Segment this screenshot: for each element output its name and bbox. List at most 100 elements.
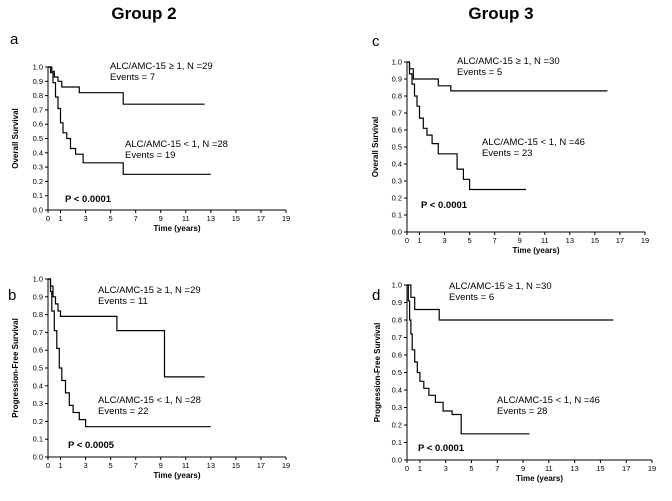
panel-c-x-tick-label: 3: [442, 236, 446, 245]
panel-b-y-label: Progression-Free Survival: [11, 318, 20, 418]
panel-d-series-1-curve: [407, 284, 614, 321]
panel-a-y-tick-label: 0.2: [33, 177, 43, 186]
panel-c-x-tick-label: 7: [493, 236, 497, 245]
panel-c-x-tick-label: 9: [518, 236, 522, 245]
panel-d-x-tick-label: 19: [648, 464, 656, 473]
panel-d-y-tick-label: 0.9: [392, 298, 402, 307]
panel-c-series-1-label: ALC/AMC-15 ≥ 1, N =30: [457, 56, 560, 67]
panel-c-y-label: Overall Survival: [371, 117, 380, 177]
panel-a-series-1-events: Events = 7: [110, 72, 155, 83]
panel-a-x-tick-label: 0: [46, 214, 50, 223]
panel-d-x-tick-label: 7: [495, 464, 499, 473]
panel-a-series-2-events: Events = 19: [125, 150, 175, 161]
panel-a-x-tick-label: 7: [134, 214, 138, 223]
panel-d-y-tick-label: 0.4: [392, 386, 402, 395]
panel-d-x-tick-label: 13: [570, 464, 578, 473]
panel-a-y-tick-label: 0.4: [33, 148, 43, 157]
panel-a-y-tick-label: 0.5: [33, 134, 43, 143]
panel-b-y-tick-label: 0.9: [33, 292, 43, 301]
panel-b-y-tick-label: 0.5: [33, 364, 43, 373]
panel-d-y-label: Progression-Free Survival: [373, 323, 382, 423]
panel-c-y-tick-label: 0.1: [392, 211, 402, 220]
panel-d-x-tick-label: 1: [418, 464, 422, 473]
panel-d-series-2-label: ALC/AMC-15 < 1, N =46: [497, 395, 600, 406]
panel-c-pvalue: P < 0.0001: [421, 200, 468, 211]
panel-d-series-2-events: Events = 28: [497, 406, 547, 417]
panel-d-x-tick-label: 9: [521, 464, 525, 473]
panel-a-y-tick-label: 0.7: [33, 105, 43, 114]
panel-c-x-tick-label: 13: [566, 236, 574, 245]
panel-a-series-2-curve: [48, 66, 211, 175]
panel-d-x-tick-label: 11: [545, 464, 553, 473]
panel-a-x-label: Time (years): [154, 224, 201, 233]
panel-d-series-1-label: ALC/AMC-15 ≥ 1, N =30: [449, 281, 552, 292]
panel-b-y-tick-label: 1.0: [33, 275, 43, 284]
panel-c-x-tick-label: 1: [417, 236, 421, 245]
panel-a-series-2-label: ALC/AMC-15 < 1, N =28: [125, 139, 228, 150]
panel-a-pvalue: P < 0.0001: [65, 194, 112, 205]
panel-b-y-tick-label: 0.6: [33, 346, 43, 355]
panel-a-x-tick-label: 15: [232, 214, 240, 223]
panel-b-y-tick-label: 0.4: [33, 381, 43, 390]
panel-d-letter: d: [372, 287, 380, 304]
panel-b-x-tick-label: 0: [46, 461, 50, 470]
panel-c-y-tick-label: 0.0: [392, 228, 402, 237]
panel-c-series-1-events: Events = 5: [457, 67, 502, 78]
panel-b-series-1-events: Events = 11: [98, 296, 148, 307]
panel-c-y-tick-label: 0.7: [392, 109, 402, 118]
panel-c-series-2-curve: [407, 61, 526, 191]
panel-a-y-tick-label: 1.0: [33, 63, 43, 72]
panel-d-x-tick-label: 17: [622, 464, 630, 473]
panel-b-x-tick-label: 15: [232, 461, 240, 470]
panel-a-letter: a: [10, 31, 19, 48]
panel-d-pvalue: P < 0.0001: [418, 443, 465, 454]
panel-b-series-2-events: Events = 22: [98, 406, 148, 417]
panel-b-pvalue: P < 0.0005: [68, 440, 115, 451]
panel-c-x-tick-label: 5: [468, 236, 472, 245]
panel-a-y-tick-label: 0.1: [33, 191, 43, 200]
panel-a-x-tick-label: 13: [207, 214, 215, 223]
panel-c-letter: c: [372, 33, 380, 50]
panel-b-x-tick-label: 5: [109, 461, 113, 470]
panel-a-x-tick-label: 11: [182, 214, 190, 223]
panel-b-x-label: Time (years): [154, 471, 201, 480]
panel-a-x-tick-label: 19: [282, 214, 290, 223]
panel-a-series-1-label: ALC/AMC-15 ≥ 1, N =29: [110, 61, 213, 72]
panel-c-y-tick-label: 0.2: [392, 194, 402, 203]
panel-a-y-tick-label: 0.8: [33, 91, 43, 100]
panel-b-x-tick-label: 3: [83, 461, 87, 470]
panel-a-x-tick-label: 1: [58, 214, 62, 223]
panel-c-y-tick-label: 0.6: [392, 126, 402, 135]
panel-c-x-tick-label: 15: [591, 236, 599, 245]
panel-b-series-1-curve: [48, 278, 205, 378]
panel-b-y-tick-label: 0.3: [33, 399, 43, 408]
panel-b-x-tick-label: 17: [257, 461, 265, 470]
panel-c-x-tick-label: 11: [541, 236, 549, 245]
panel-d-x-tick-label: 0: [405, 464, 409, 473]
panel-d-x-tick-label: 3: [444, 464, 448, 473]
panel-b-x-tick-label: 11: [182, 461, 190, 470]
panel-d-x-tick-label: 5: [469, 464, 473, 473]
panel-b-letter: b: [8, 287, 16, 304]
panel-d-y-tick-label: 0.2: [392, 421, 402, 430]
group-3-title: Group 3: [468, 4, 534, 23]
panel-b-series-2-label: ALC/AMC-15 < 1, N =28: [98, 395, 201, 406]
panel-d-series-2-curve: [407, 284, 530, 435]
panel-b-series-1-label: ALC/AMC-15 ≥ 1, N =29: [98, 285, 201, 296]
panel-d-y-tick-label: 0.6: [392, 351, 402, 360]
panel-c-y-tick-label: 0.4: [392, 160, 402, 169]
panel-d-y-tick-label: 1.0: [392, 281, 402, 290]
panel-d-y-tick-label: 0.8: [392, 316, 402, 325]
panel-c-y-tick-label: 0.8: [392, 92, 402, 101]
panel-d-y-tick-label: 0.3: [392, 403, 402, 412]
panel-d-y-tick-label: 0.5: [392, 368, 402, 377]
panel-b-x-tick-label: 1: [58, 461, 62, 470]
panel-b-y-tick-label: 0.7: [33, 328, 43, 337]
panel-a-x-tick-label: 9: [159, 214, 163, 223]
panel-c-series-2-events: Events = 23: [482, 148, 532, 159]
panel-c-y-tick-label: 0.5: [392, 143, 402, 152]
panel-b-y-tick-label: 0.0: [33, 453, 43, 462]
panel-c-x-tick-label: 19: [641, 236, 649, 245]
panel-d-series-1-events: Events = 6: [449, 292, 494, 303]
